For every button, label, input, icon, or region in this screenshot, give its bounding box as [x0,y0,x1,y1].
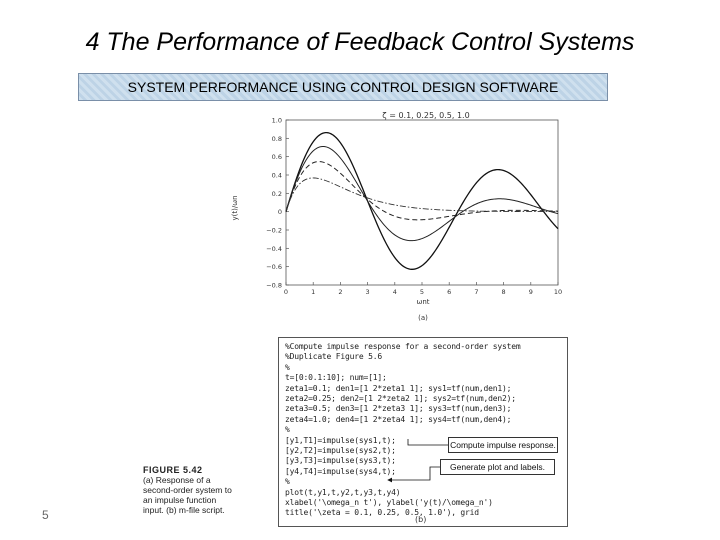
y-tick-label: 0.6 [272,153,282,161]
annotation-generate-plot: Generate plot and labels. [440,459,555,475]
code-line: [y2,T2]=impulse(sys2,t); [285,446,396,455]
series-line [285,177,559,213]
figure-caption: FIGURE 5.42 (a) Response of a second-ord… [143,465,233,515]
annotation-arrows [387,439,448,483]
y-tick-label: 0.8 [272,135,282,143]
chart-y-axis-label: y(t)/ωn [231,195,239,220]
code-line: xlabel('\omega_n t'), ylabel('y(t)/\omeg… [285,498,493,507]
impulse-response-chart: 0 1 2 3 4 5 6 7 8 9 10 1.0 0.8 0.6 0.4 0.2 0 −0.2 −0.4 −0.6… [231,111,562,322]
x-tick-label: 9 [529,288,533,296]
page-number: 5 [42,508,49,522]
arrow-plot [387,466,440,483]
x-tick-label: 6 [447,288,451,296]
x-tick-label: 10 [554,288,562,296]
figure-caption-text: (a) Response of a second-order system to… [143,475,232,515]
y-tick-label: 1.0 [272,117,282,125]
code-line: zeta4=1.0; den4=[1 2*zeta4 1]; sys4=tf(n… [285,414,512,424]
y-tick-label: 0 [278,208,282,216]
code-line: % [285,425,290,435]
code-panel-label: (b) [415,515,427,524]
code-line: title('\zeta = 0.1, 0.25, 0.5, 1.0'), gr… [285,508,479,518]
x-tick-label: 1 [311,288,315,296]
y-tick-label: 0.2 [272,190,282,198]
code-line: [y3,T3]=impulse(sys3,t); [285,456,396,466]
section-banner: SYSTEM PERFORMANCE USING CONTROL DESIGN … [78,73,608,101]
x-tick-label: 2 [338,288,342,296]
x-tick-label: 3 [366,288,370,296]
code-line: plot(t,y1,t,y2,t,y3,t,y4) [285,487,401,497]
y-tick-label: −0.4 [266,245,282,253]
annotation-compute-impulse: Compute impulse response. [448,437,558,453]
arrow-compute [407,439,448,446]
slide-title: 4 The Performance of Feedback Control Sy… [85,28,635,56]
series-line [285,131,559,270]
code-line: [y1,T1]=impulse(sys1,t); [285,435,396,445]
code-line: %Compute impulse response for a second-o… [285,342,521,351]
x-tick-label: 7 [474,288,478,296]
code-line: %Duplicate Figure 5.6 [285,352,382,362]
y-tick-label: −0.2 [266,227,282,235]
code-line: zeta2=0.25; den2=[1 2*zeta2 1]; sys2=tf(… [285,394,516,403]
m-file-script-box [278,337,568,527]
code-line: [y4,T4]=impulse(sys4,t); [285,466,396,476]
impulse-response-figure: 0 1 2 3 4 5 6 7 8 9 10 1.0 0.8 0.6 0.4 0.2 0 −0.2 −0.4 −0.6… [228,110,583,325]
chart-x-axis-label: ωnt [416,298,429,306]
plot-frame [285,119,559,286]
figure-label: FIGURE 5.42 [143,465,203,475]
code-line: % [285,362,290,372]
y-tick-label: −0.8 [266,282,282,290]
chart-title: ζ = 0.1, 0.25, 0.5, 1.0 [382,111,469,120]
y-tick-label: −0.6 [266,263,282,271]
code-line: zeta3=0.5; den3=[1 2*zeta3 1]; sys3=tf(n… [285,404,512,414]
code-line: t=[0:0.1:10]; num=[1]; [285,373,387,383]
x-tick-label: 8 [502,288,506,296]
series-line [285,161,559,221]
chart-panel-label: (a) [418,314,428,322]
series-line [285,145,559,242]
code-line: % [285,477,290,487]
x-tick-label: 5 [420,288,424,296]
y-tick-label: 0.4 [272,172,282,180]
x-tick-label: 4 [393,288,397,296]
x-tick-label: 0 [284,288,288,296]
code-line: zeta1=0.1; den1=[1 2*zeta1 1]; sys1=tf(n… [285,383,512,393]
